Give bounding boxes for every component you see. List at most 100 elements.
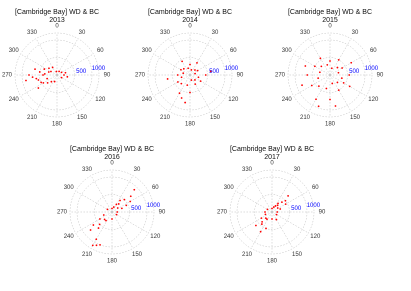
- angular-grid: [90, 211, 113, 249]
- angle-tick-label: 120: [310, 234, 321, 240]
- point: [276, 207, 279, 209]
- point: [42, 74, 44, 76]
- angle-tick-label: 210: [160, 115, 171, 121]
- point: [180, 76, 183, 79]
- point: [34, 68, 36, 71]
- angle-tick-label: 330: [242, 167, 253, 173]
- point: [315, 98, 317, 101]
- point: [265, 227, 267, 230]
- point: [38, 71, 41, 73]
- point: [66, 75, 69, 78]
- point: [92, 224, 95, 226]
- point: [275, 213, 278, 216]
- point: [53, 80, 56, 83]
- point: [99, 243, 101, 246]
- point: [194, 69, 196, 71]
- angle-tick-label: 240: [142, 97, 153, 103]
- angle-tick-label: 330: [300, 30, 311, 36]
- point: [181, 60, 184, 63]
- angle-tick-label: 90: [159, 210, 166, 216]
- point: [276, 204, 279, 207]
- angle-tick-label: 270: [217, 210, 228, 216]
- point: [196, 69, 199, 72]
- point: [197, 76, 200, 79]
- point: [115, 203, 118, 206]
- point: [280, 201, 283, 204]
- point: [46, 81, 49, 84]
- point: [112, 206, 115, 208]
- radial-tick-label: 1000: [307, 203, 321, 209]
- angle-tick-label: 240: [224, 234, 235, 240]
- point: [310, 84, 313, 87]
- point: [317, 105, 320, 108]
- angular-grid: [308, 74, 331, 112]
- angle-tick-label: 150: [350, 115, 361, 121]
- point: [180, 97, 183, 99]
- point: [125, 204, 128, 207]
- point: [119, 199, 121, 202]
- angle-tick-label: 180: [267, 259, 278, 265]
- point: [51, 66, 54, 69]
- angular-grid: [329, 53, 367, 76]
- angular-grid: [271, 211, 309, 234]
- point: [279, 208, 282, 210]
- point: [330, 67, 333, 70]
- angle-tick-label: 300: [224, 185, 235, 191]
- polar-chart: 500 1000 0 30 60 90 120 150 180 210 240 270 300 330 [C…: [275, 9, 384, 128]
- point: [184, 101, 187, 104]
- point: [103, 218, 106, 221]
- angle-tick-label: 240: [282, 97, 293, 103]
- angle-tick-label: 0: [328, 24, 332, 30]
- angle-tick-label: 120: [228, 97, 239, 103]
- point: [348, 85, 351, 88]
- point: [189, 63, 191, 66]
- point: [337, 71, 340, 74]
- angular-grid: [111, 175, 134, 213]
- point: [28, 74, 30, 76]
- outer-ring: [287, 32, 373, 118]
- point: [264, 211, 266, 213]
- angle-tick-label: 120: [95, 97, 106, 103]
- outer-ring: [14, 32, 100, 118]
- point: [276, 211, 279, 213]
- point: [274, 205, 277, 207]
- point: [194, 72, 196, 75]
- angular-grid: [250, 175, 273, 213]
- point: [342, 81, 345, 84]
- point: [116, 211, 119, 213]
- point: [264, 213, 267, 216]
- angular-grid: [308, 38, 331, 76]
- angular-grid: [35, 74, 58, 112]
- point: [50, 80, 53, 83]
- point: [189, 91, 191, 94]
- angular-grid: [111, 211, 134, 249]
- point: [325, 87, 328, 90]
- point: [271, 207, 273, 210]
- point: [115, 213, 118, 216]
- angular-grid: [189, 74, 212, 112]
- point: [176, 74, 179, 76]
- angular-grid: [168, 38, 191, 76]
- radial-tick-label: 500: [209, 69, 220, 75]
- point: [336, 66, 339, 69]
- angle-tick-label: 330: [160, 30, 171, 36]
- angular-grid: [329, 74, 367, 97]
- point: [337, 58, 340, 61]
- point: [329, 60, 331, 62]
- point: [180, 68, 182, 71]
- angle-tick-label: 90: [377, 73, 384, 79]
- radial-tick-label: 500: [131, 206, 142, 212]
- point: [284, 203, 287, 206]
- point: [180, 82, 183, 85]
- point: [133, 188, 136, 191]
- point: [42, 81, 45, 84]
- point: [166, 78, 169, 80]
- angle-tick-label: 60: [152, 185, 159, 191]
- point: [25, 79, 27, 82]
- point: [35, 77, 38, 80]
- angle-tick-label: 300: [9, 48, 20, 54]
- point: [287, 195, 289, 197]
- angle-tick-label: 30: [212, 30, 219, 36]
- angle-tick-label: 0: [188, 24, 192, 30]
- point: [301, 84, 303, 87]
